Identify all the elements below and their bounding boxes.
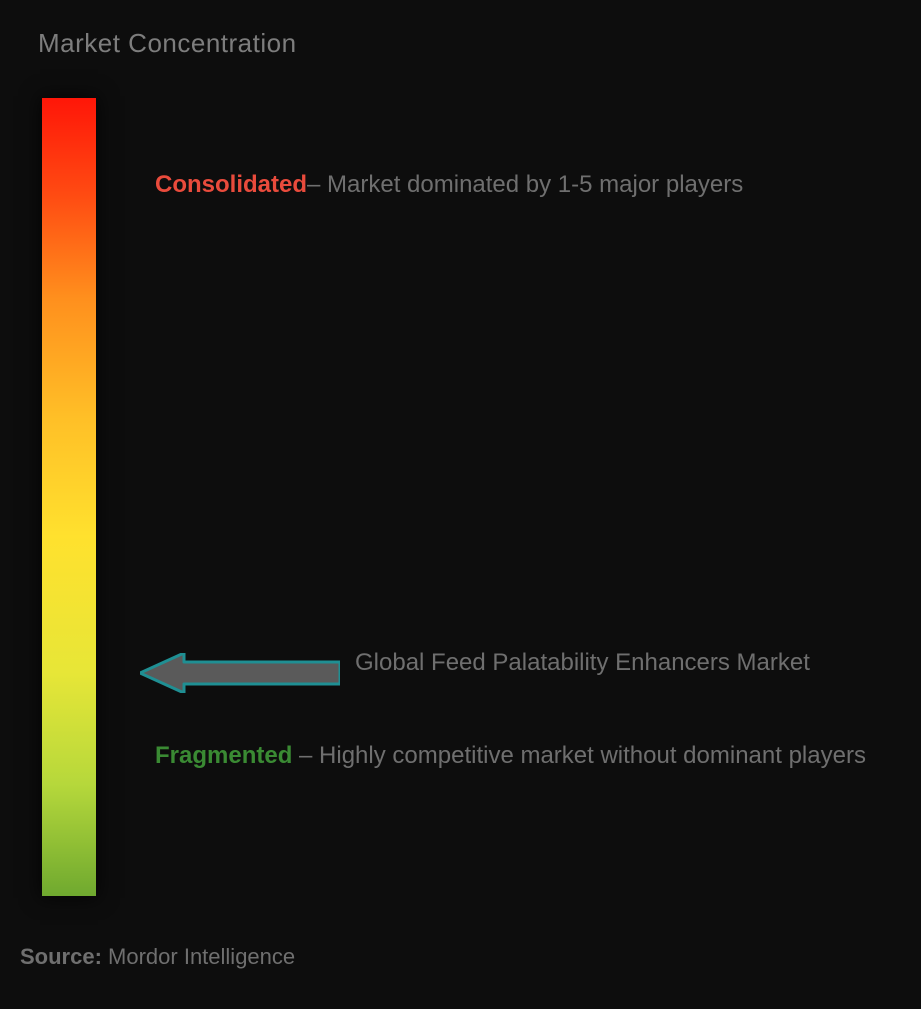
concentration-gradient-bar [42, 98, 96, 896]
source-value: Mordor Intelligence [102, 944, 295, 969]
chart-frame: Market Concentration Consolidated– Marke… [0, 0, 921, 1009]
arrow-icon [140, 653, 340, 693]
fragmented-key: Fragmented [155, 742, 292, 769]
source-caption: Source: Mordor Intelligence [20, 944, 295, 970]
fragmented-rest: – Highly competitive market without domi… [292, 742, 866, 769]
chart-title: Market Concentration [38, 28, 297, 59]
marker-label: Global Feed Palatability Enhancers Marke… [355, 647, 875, 679]
consolidated-rest: – Market dominated by 1-5 major players [307, 171, 743, 198]
consolidated-key: Consolidated [155, 171, 307, 198]
source-key: Source: [20, 944, 102, 969]
fragmented-caption: Fragmented – Highly competitive market w… [155, 733, 885, 779]
marker-arrow [140, 653, 340, 693]
consolidated-caption: Consolidated– Market dominated by 1-5 ma… [155, 168, 875, 202]
